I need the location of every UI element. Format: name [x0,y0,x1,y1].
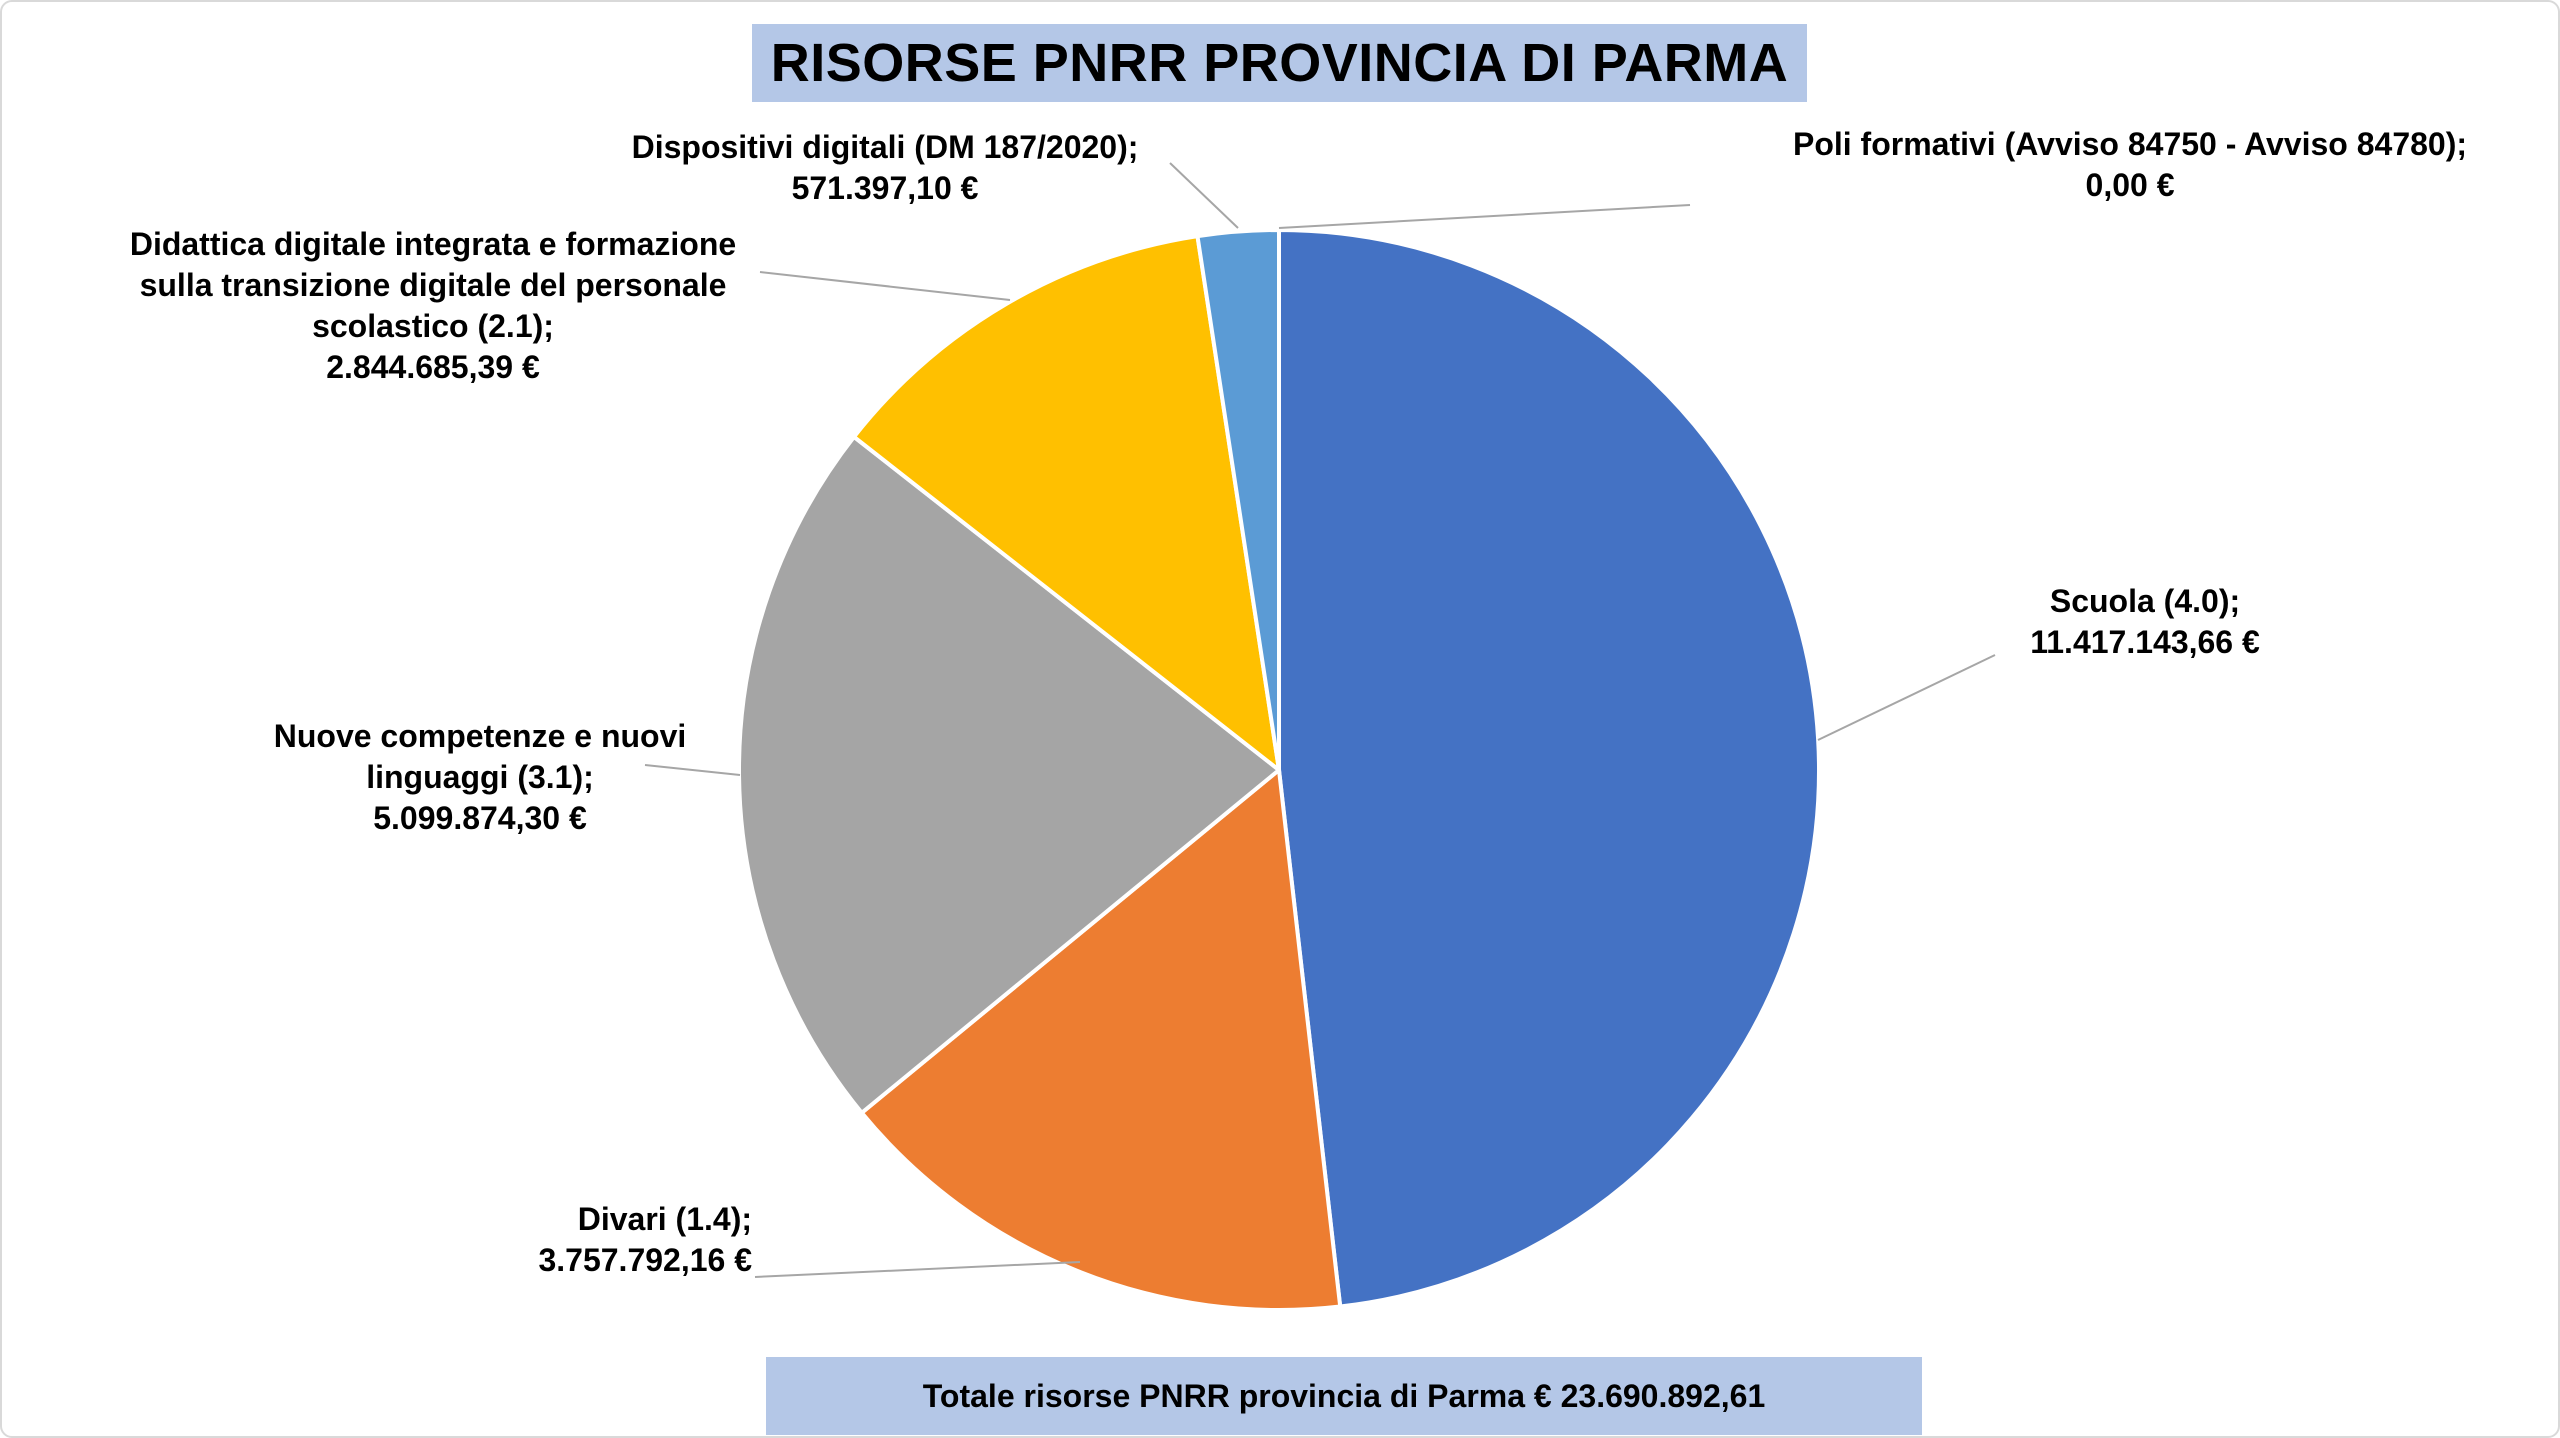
data-label-line: 11.417.143,66 € [2030,624,2260,660]
total-box: Totale risorse PNRR provincia di Parma €… [766,1357,1922,1435]
pie-slice [1277,228,1821,1309]
chart-title: RISORSE PNRR PROVINCIA DI PARMA [770,33,1789,93]
data-label-line: 2.844.685,39 € [326,349,540,385]
data-label-line: Divari (1.4); [578,1201,752,1237]
data-label: Poli formativi (Avviso 84750 - Avviso 84… [1793,126,2467,203]
data-label-line: 5.099.874,30 € [373,800,587,836]
data-label-line: 571.397,10 € [792,170,979,206]
data-label: Dispositivi digitali (DM 187/2020); 571.3… [632,129,1139,206]
pie-slice [851,234,1281,772]
data-label-line: Scuola (4.0); [2050,583,2240,619]
data-label-line: Dispositivi digitali (DM 187/2020); [632,129,1139,165]
leader-line [1817,654,1996,741]
data-label-line: linguaggi (3.1); [366,759,594,795]
pie-slice [737,434,1281,1115]
data-label-line: 3.757.792,16 € [538,1242,752,1278]
data-label: Didattica digitale integrata e formazion… [130,226,736,385]
data-label-line: 0,00 € [2086,167,2175,203]
total-label: Totale risorse PNRR provincia di Parma €… [922,1377,1766,1414]
pie-slice [859,768,1343,1312]
data-label: Scuola (4.0); 11.417.143,66 € [2030,583,2260,660]
leader-line [644,764,741,776]
leader-line [1278,204,1691,229]
data-label-line: Poli formativi (Avviso 84750 - Avviso 84… [1793,126,2467,162]
data-label-line: Nuove competenze e nuovi [274,718,687,754]
data-label: Divari (1.4); 3.757.792,16 € [538,1201,752,1278]
data-label-line: scolastico (2.1); [312,308,554,344]
data-label: Nuove competenze e nuovi linguaggi (3.1);… [274,718,687,836]
data-label-line: Didattica digitale integrata e formazion… [130,226,736,262]
leader-line [754,1261,1081,1278]
leader-line [759,271,1011,301]
leader-line [1169,162,1239,229]
data-label-line: sulla transizione digitale del personale [140,267,727,303]
chart-title-box: RISORSE PNRR PROVINCIA DI PARMA [752,24,1807,102]
pie-slice [1195,228,1281,772]
